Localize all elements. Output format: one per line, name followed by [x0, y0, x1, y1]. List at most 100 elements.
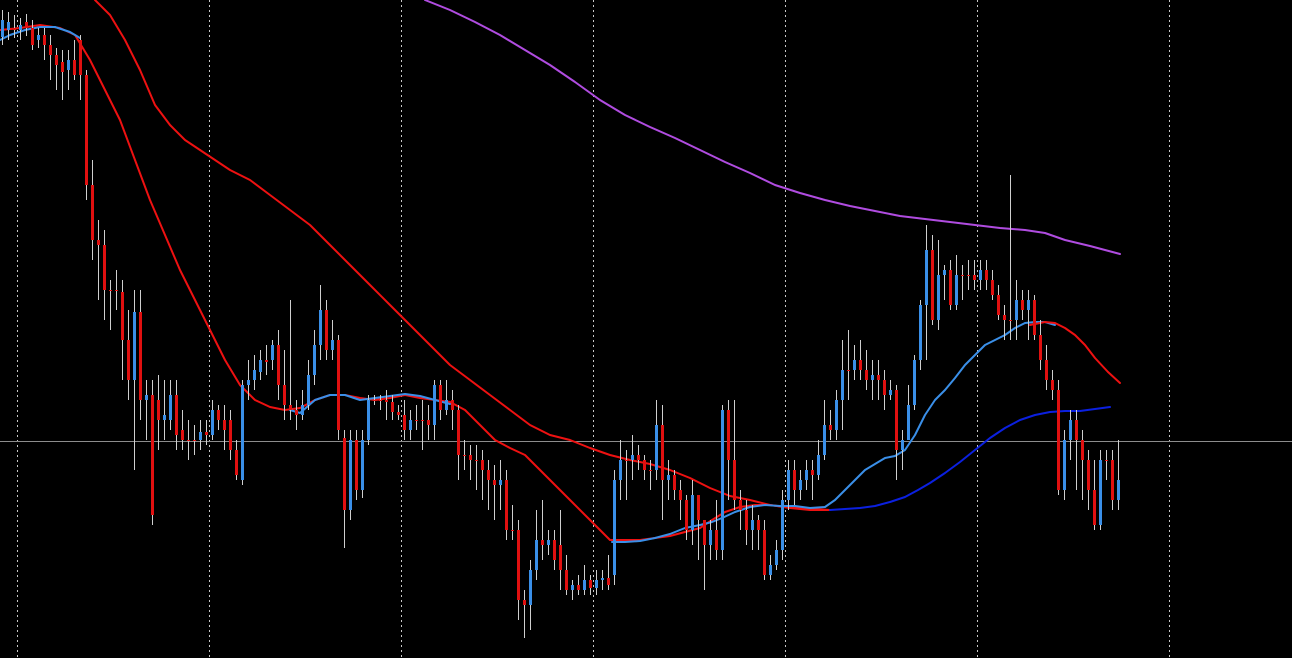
moving-average-1	[94, 0, 831, 511]
candle-24	[145, 380, 148, 440]
moving-average-6	[1029, 321, 1121, 384]
candle-123	[739, 490, 742, 530]
candle-56	[337, 335, 340, 440]
candle-body-bear	[517, 530, 520, 600]
candle-body-bull	[349, 440, 352, 510]
candle-25	[151, 380, 154, 525]
candle-100	[601, 570, 604, 590]
candle-body-bear	[61, 62, 64, 72]
candle-body-bull	[955, 275, 958, 305]
candle-body-bear	[451, 400, 454, 410]
candle-127	[763, 520, 766, 580]
candle-body-bear	[763, 530, 766, 575]
candle-body-bear	[121, 292, 124, 340]
candle-39	[235, 440, 238, 480]
candle-180	[1081, 430, 1084, 500]
candle-body-bear	[109, 290, 112, 291]
candle-body-bull	[1, 20, 4, 37]
candle-104	[625, 450, 628, 500]
candle-body-bull	[751, 520, 754, 530]
candle-body-bear	[187, 440, 190, 441]
candle-body-bear	[793, 470, 796, 490]
candle-2	[13, 15, 16, 38]
candle-167	[1003, 305, 1006, 340]
candle-30	[181, 410, 184, 450]
candle-146	[877, 360, 880, 400]
candle-body-bear	[457, 410, 460, 455]
candle-body-bear	[739, 500, 742, 510]
candle-body-bear	[487, 470, 490, 480]
candle-69	[415, 405, 418, 430]
candle-99	[595, 570, 598, 595]
candle-body-bear	[523, 600, 526, 605]
candle-95	[571, 580, 574, 600]
candle-107	[643, 455, 646, 480]
candle-body-bull	[535, 540, 538, 570]
candle-body-bull	[631, 455, 634, 460]
candle-body-bull	[1027, 300, 1030, 310]
candle-body-bear	[115, 290, 118, 291]
candle-body-bear	[1093, 490, 1096, 525]
candle-9	[55, 48, 58, 90]
candle-78	[469, 445, 472, 480]
candle-body-bear	[1081, 440, 1084, 460]
candle-body-bear	[289, 405, 292, 410]
candle-11	[67, 50, 70, 90]
candle-156	[937, 240, 940, 330]
candle-42	[253, 355, 256, 390]
candle-151	[907, 385, 910, 440]
candle-body-bull	[919, 305, 922, 360]
candle-body-bull	[601, 578, 604, 580]
candle-body-bull	[199, 432, 202, 440]
candle-body-bull	[247, 380, 250, 385]
candle-body-bear	[397, 412, 400, 415]
candle-body-bear	[421, 420, 424, 421]
candle-body-bear	[157, 400, 160, 420]
candle-body-bull	[1015, 300, 1018, 320]
candle-163	[979, 260, 982, 290]
candle-112	[673, 470, 676, 500]
candle-body-bull	[1069, 420, 1072, 440]
moving-average-7	[424, 0, 1121, 255]
candle-body-bull	[163, 415, 166, 420]
candle-body-bear	[475, 460, 478, 461]
candle-body-bull	[313, 345, 316, 375]
candle-body-bear	[79, 40, 82, 75]
candle-77	[463, 440, 466, 470]
candle-124	[745, 500, 748, 545]
candle-body-bear	[1057, 390, 1060, 490]
candle-body-bear	[847, 370, 850, 371]
candle-body-bear	[103, 245, 106, 290]
candle-body-bull	[301, 405, 304, 415]
candle-166	[997, 285, 1000, 320]
candle-body-bull	[823, 425, 826, 455]
candle-88	[529, 560, 532, 630]
candle-body-bear	[391, 402, 394, 412]
candle-body-bull	[571, 585, 574, 590]
candle-body-bull	[67, 60, 70, 70]
candles-layer	[1, 10, 1120, 638]
candle-body-bear	[427, 420, 430, 425]
candle-body-bear	[463, 455, 466, 456]
candle-128	[769, 555, 772, 580]
candle-1	[7, 12, 10, 40]
candle-98	[589, 575, 592, 595]
candle-body-bull	[937, 275, 940, 320]
candle-body-bull	[595, 580, 598, 588]
candle-body-bull	[913, 360, 916, 405]
candle-22	[133, 290, 136, 470]
candle-body-bear	[673, 475, 676, 490]
candle-body-bear	[193, 440, 196, 441]
candle-23	[139, 290, 142, 420]
candle-body-bear	[973, 275, 976, 280]
candle-body-bear	[967, 275, 970, 276]
candle-115	[691, 480, 694, 545]
candle-118	[709, 520, 712, 560]
candle-body-bear	[343, 438, 346, 510]
candle-138	[829, 410, 832, 440]
candle-58	[349, 430, 352, 520]
candle-13	[79, 35, 82, 100]
candle-60	[361, 430, 364, 498]
candle-65	[391, 395, 394, 420]
candle-body-bear	[13, 28, 16, 30]
